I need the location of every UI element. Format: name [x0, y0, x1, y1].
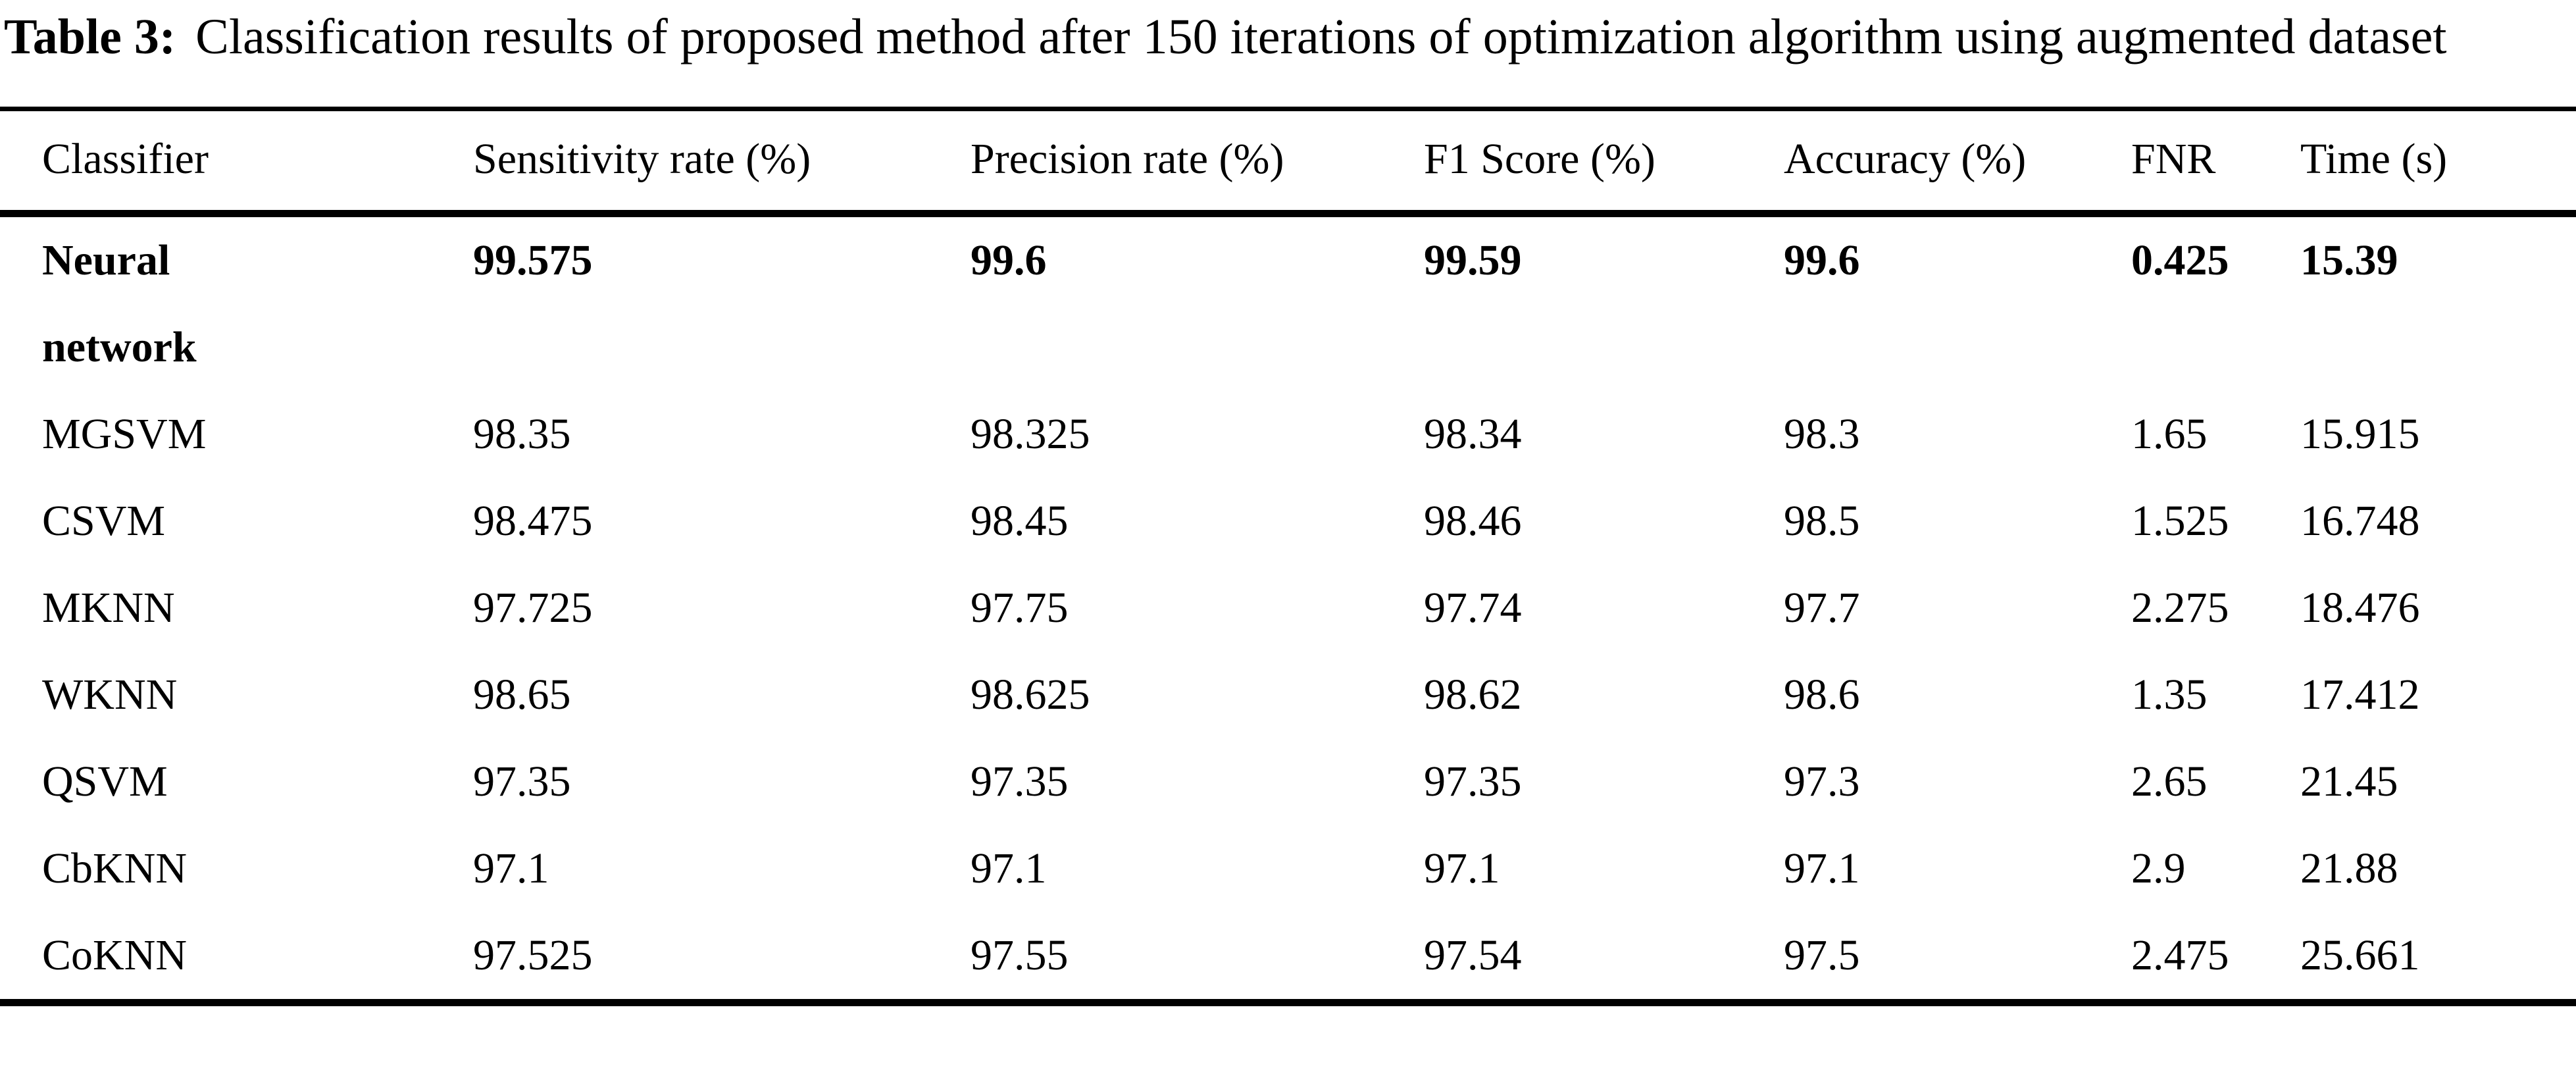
- cell-f1: 98.46: [1424, 497, 1522, 546]
- cell-classifier: MGSVM: [0, 391, 473, 478]
- cell-classifier: Neural network: [0, 214, 473, 392]
- cell-classifier: CoKNN: [0, 912, 473, 1003]
- cell-precision: 97.75: [971, 584, 1069, 632]
- cell-fnr: 1.65: [2131, 410, 2208, 459]
- classifier-label: MGSVM: [42, 410, 207, 459]
- cell-precision: 99.6: [971, 236, 1047, 285]
- cell-sensitivity: 97.1: [473, 844, 549, 893]
- cell-accuracy: 99.6: [1784, 236, 1860, 285]
- table-row: MGSVM 98.35 98.325 98.34 98.3 1.65 15.915: [0, 391, 2576, 478]
- table-row: Neural network 99.575 99.6 99.59 99.6 0.425 15…: [0, 214, 2576, 392]
- cell-fnr: 1.35: [2131, 671, 2208, 719]
- cell-classifier: CSVM: [0, 478, 473, 565]
- cell-time: 21.45: [2300, 757, 2398, 806]
- col-header-accuracy: Accuracy (%): [1784, 135, 2027, 184]
- table-row: QSVM 97.35 97.35 97.35 97.3 2.65 21.45: [0, 738, 2576, 825]
- classifier-label: QSVM: [42, 757, 168, 806]
- col-header-sensitivity: Sensitivity rate (%): [473, 135, 811, 184]
- cell-f1: 97.74: [1424, 584, 1522, 632]
- cell-fnr: 2.9: [2131, 844, 2186, 893]
- header-row: Classifier Sensitivity rate (%) Precisio…: [0, 109, 2576, 214]
- caption-text: Classification results of proposed metho…: [195, 9, 2447, 64]
- cell-f1: 97.1: [1424, 844, 1500, 893]
- cell-classifier: WKNN: [0, 652, 473, 738]
- cell-accuracy: 97.5: [1784, 931, 1860, 980]
- cell-f1: 98.62: [1424, 671, 1522, 719]
- table-row: MKNN 97.725 97.75 97.74 97.7 2.275 18.476: [0, 565, 2576, 652]
- table-row: CSVM 98.475 98.45 98.46 98.5 1.525 16.748: [0, 478, 2576, 565]
- table-caption: Table 3: Classification results of propos…: [4, 4, 2567, 70]
- col-header-classifier: Classifier: [42, 135, 209, 184]
- cell-sensitivity: 98.475: [473, 497, 593, 546]
- cell-time: 18.476: [2300, 584, 2420, 632]
- table-row: WKNN 98.65 98.625 98.62 98.6 1.35 17.412: [0, 652, 2576, 738]
- cell-sensitivity: 99.575: [473, 236, 593, 285]
- classifier-label: WKNN: [42, 671, 178, 719]
- cell-time: 25.661: [2300, 931, 2420, 980]
- cell-time: 21.88: [2300, 844, 2398, 893]
- cell-time: 16.748: [2300, 497, 2420, 546]
- cell-precision: 97.1: [971, 844, 1047, 893]
- cell-sensitivity: 97.725: [473, 584, 593, 632]
- cell-precision: 97.35: [971, 757, 1069, 806]
- cell-f1: 98.34: [1424, 410, 1522, 459]
- table-row: CoKNN 97.525 97.55 97.54 97.5 2.475 25.661: [0, 912, 2576, 1003]
- cell-f1: 99.59: [1424, 236, 1522, 285]
- cell-time: 15.39: [2300, 236, 2398, 285]
- cell-sensitivity: 97.525: [473, 931, 593, 980]
- classifier-label: CSVM: [42, 497, 166, 546]
- cell-f1: 97.35: [1424, 757, 1522, 806]
- cell-accuracy: 97.1: [1784, 844, 1860, 893]
- cell-classifier: MKNN: [0, 565, 473, 652]
- col-header-time: Time (s): [2300, 135, 2448, 184]
- cell-fnr: 0.425: [2131, 236, 2229, 285]
- cell-sensitivity: 97.35: [473, 757, 571, 806]
- results-table: Classifier Sensitivity rate (%) Precisio…: [0, 107, 2576, 1007]
- cell-accuracy: 98.5: [1784, 497, 1860, 546]
- col-header-precision: Precision rate (%): [971, 135, 1284, 184]
- cell-accuracy: 97.3: [1784, 757, 1860, 806]
- cell-precision: 98.625: [971, 671, 1090, 719]
- cell-f1: 97.54: [1424, 931, 1522, 980]
- cell-fnr: 1.525: [2131, 497, 2229, 546]
- classifier-label: MKNN: [42, 584, 175, 632]
- classifier-label: Neural network: [42, 236, 197, 372]
- cell-precision: 98.45: [971, 497, 1069, 546]
- classifier-label: CoKNN: [42, 931, 188, 980]
- cell-classifier: CbKNN: [0, 825, 473, 912]
- cell-time: 17.412: [2300, 671, 2420, 719]
- table-row: CbKNN 97.1 97.1 97.1 97.1 2.9 21.88: [0, 825, 2576, 912]
- cell-precision: 97.55: [971, 931, 1069, 980]
- classifier-label: CbKNN: [42, 844, 188, 893]
- cell-accuracy: 98.3: [1784, 410, 1860, 459]
- cell-precision: 98.325: [971, 410, 1090, 459]
- cell-accuracy: 97.7: [1784, 584, 1860, 632]
- col-header-f1: F1 Score (%): [1424, 135, 1655, 184]
- cell-classifier: QSVM: [0, 738, 473, 825]
- cell-fnr: 2.275: [2131, 584, 2229, 632]
- cell-accuracy: 98.6: [1784, 671, 1860, 719]
- caption-label: Table 3:: [4, 9, 176, 64]
- cell-fnr: 2.65: [2131, 757, 2208, 806]
- col-header-fnr: FNR: [2131, 135, 2216, 184]
- table-body: Neural network 99.575 99.6 99.59 99.6 0.425 15…: [0, 214, 2576, 1003]
- cell-sensitivity: 98.35: [473, 410, 571, 459]
- cell-time: 15.915: [2300, 410, 2420, 459]
- cell-fnr: 2.475: [2131, 931, 2229, 980]
- cell-sensitivity: 98.65: [473, 671, 571, 719]
